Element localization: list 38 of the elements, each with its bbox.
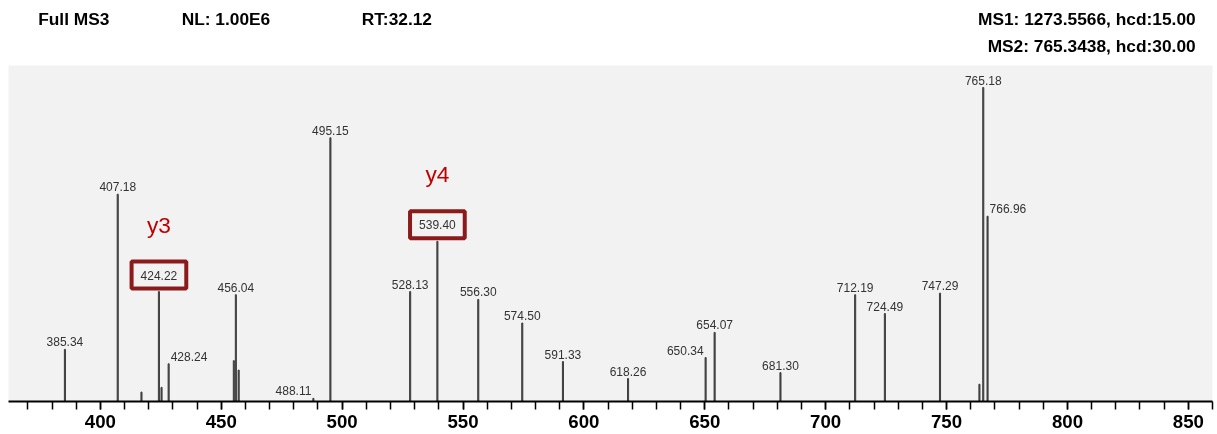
- annotation: 539.40: [419, 218, 457, 233]
- chart-title: Full MS3: [38, 8, 110, 29]
- x-tick-label: 650: [689, 410, 721, 432]
- annotation: y4: [425, 161, 450, 188]
- text: RT:32.12: [361, 8, 432, 29]
- x-tick-label: 700: [810, 410, 842, 432]
- annotation: 424.22: [140, 268, 178, 283]
- annotation: 385.34: [46, 335, 84, 350]
- x-tick-label: 500: [326, 410, 358, 432]
- annotation: 618.26: [609, 364, 647, 379]
- annotation: 766.96: [989, 202, 1027, 217]
- annotation: 456.04: [217, 280, 255, 295]
- x-tick-label: 850: [1172, 410, 1204, 432]
- x-tick-label: 400: [84, 410, 116, 432]
- text: MS1: 1273.5566, hcd:15.00: [977, 8, 1196, 29]
- annotation: 712.19: [836, 280, 874, 295]
- text: NL: 1.00E6: [181, 8, 271, 29]
- annotation: 747.29: [921, 279, 959, 294]
- annotation: 574.50: [503, 309, 541, 323]
- annotation: 681.30: [762, 358, 800, 373]
- x-tick-label: 600: [568, 410, 600, 432]
- annotation: 407.18: [99, 180, 137, 195]
- text: MS2: 765.3438, hcd:30.00: [987, 35, 1196, 56]
- annotation: 765.18: [964, 73, 1002, 88]
- x-tick-label: 750: [930, 410, 963, 432]
- x-tick-label: 800: [1051, 410, 1084, 432]
- annotation: 495.15: [312, 123, 350, 138]
- annotation: 654.07: [696, 318, 734, 333]
- annotation: 428.24: [170, 349, 208, 364]
- annotation: 488.11: [275, 384, 312, 399]
- annotation: 556.30: [459, 285, 497, 300]
- x-tick-label: 450: [205, 410, 237, 432]
- annotation: 591.33: [544, 347, 582, 362]
- annotation: 724.49: [866, 299, 904, 314]
- annotation: 650.34: [666, 343, 704, 358]
- annotation: 528.13: [391, 277, 429, 292]
- x-tick-label: 550: [447, 410, 479, 432]
- annotation: y3: [146, 211, 171, 238]
